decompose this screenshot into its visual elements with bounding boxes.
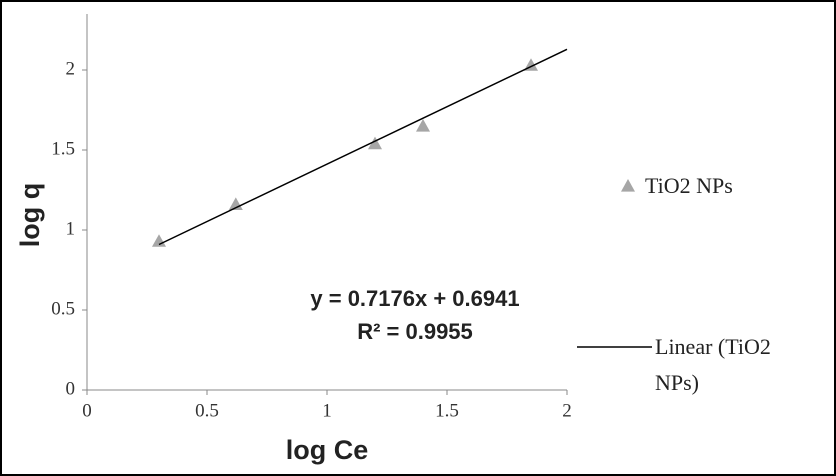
equation: y = 0.7176x + 0.6941 <box>310 286 519 311</box>
x-tick-label: 0.5 <box>195 400 219 421</box>
x-tick-label: 1 <box>322 400 332 421</box>
x-tick-label: 0 <box>82 400 92 421</box>
legend-marker <box>621 179 635 192</box>
trendline <box>158 48 568 246</box>
data-point <box>152 234 166 247</box>
x-tick-label: 2 <box>562 400 572 421</box>
data-point <box>368 136 382 150</box>
y-axis-title: log q <box>15 183 45 247</box>
x-tick-label: 1.5 <box>435 400 459 421</box>
legend-entry: Linear (TiO2 NPs) <box>655 334 771 395</box>
r-squared: R² = 0.9955 <box>357 319 473 344</box>
y-tick-label: 1 <box>66 218 76 239</box>
y-tick-label: 2 <box>66 58 76 79</box>
y-tick-label: 0 <box>66 378 76 399</box>
y-tick-label: 1.5 <box>51 138 75 159</box>
legend-entry: TiO2 NPs <box>645 173 733 198</box>
x-axis-title: log Ce <box>286 435 369 465</box>
data-point <box>416 119 430 132</box>
y-tick-label: 0.5 <box>51 298 75 319</box>
